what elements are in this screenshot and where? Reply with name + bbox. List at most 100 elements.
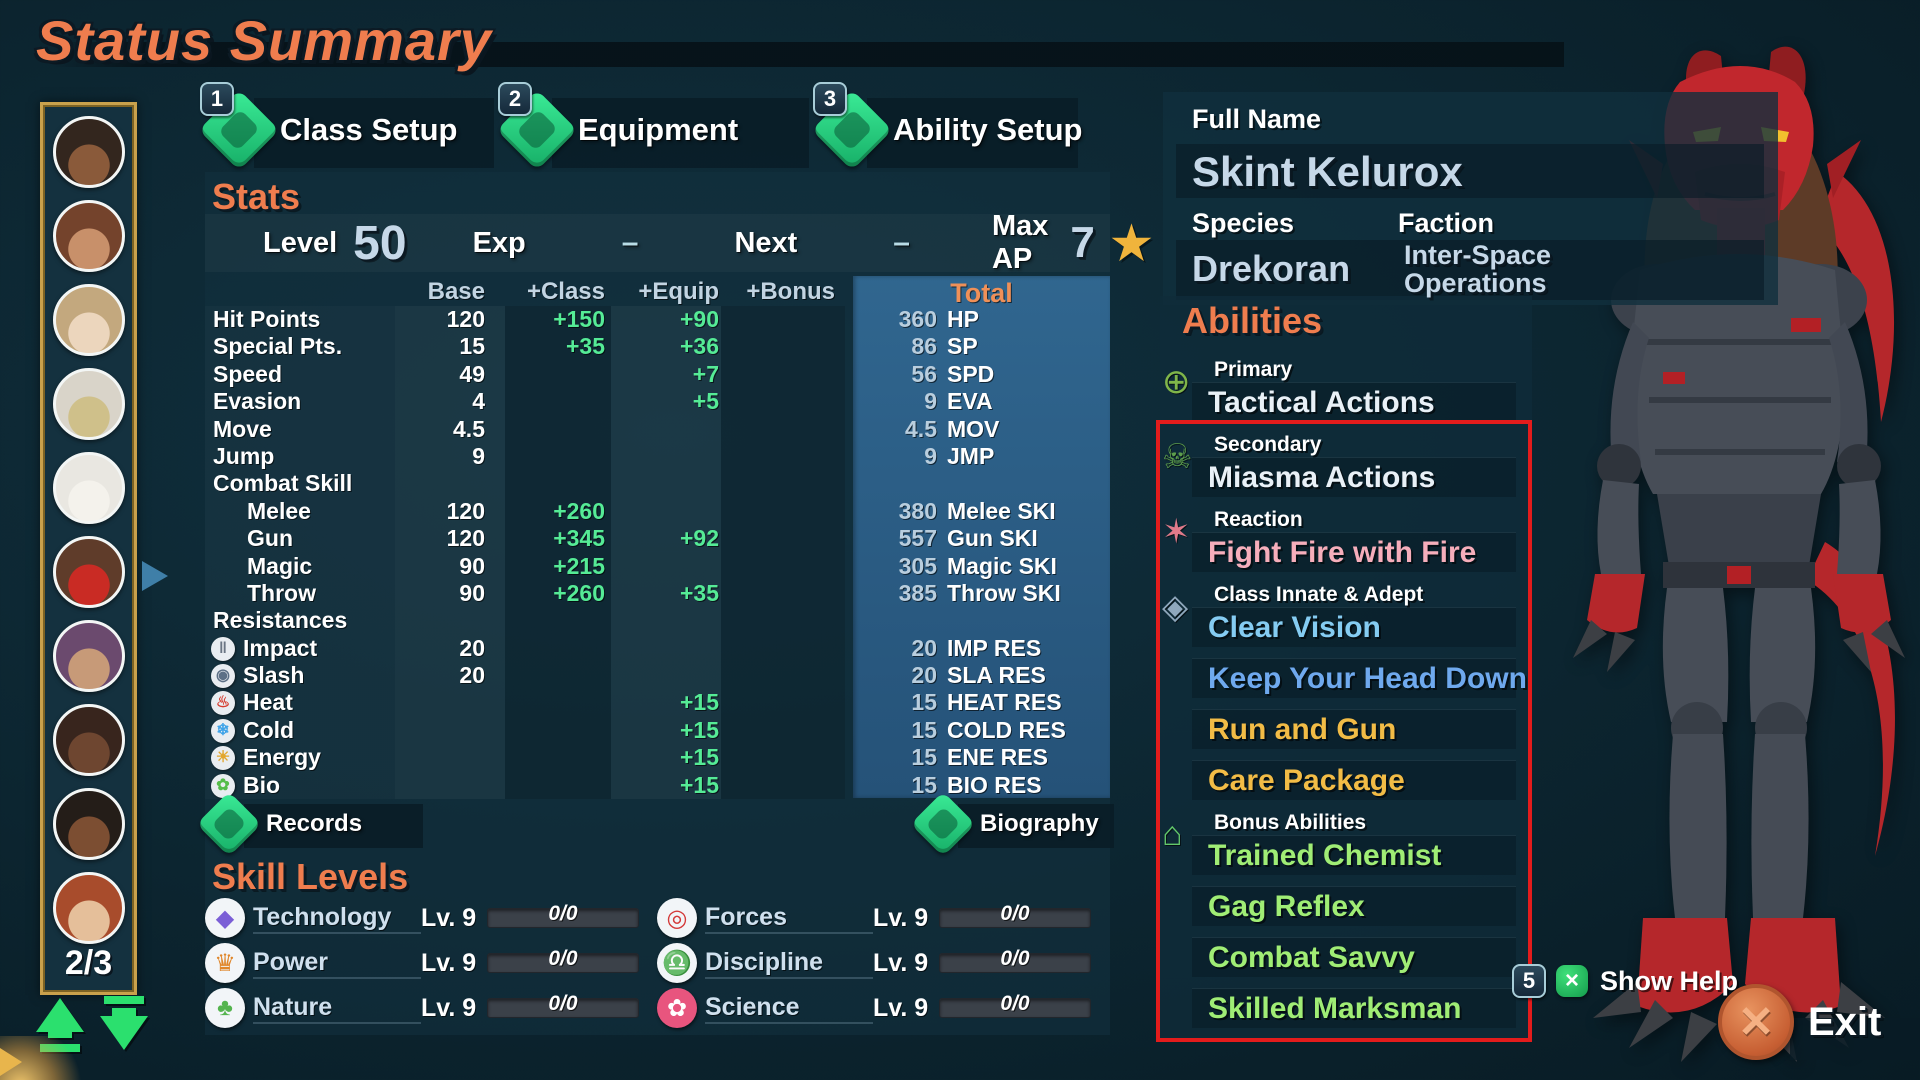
stat-row: Gun 120 +345 +92 557 Gun SKI — [205, 525, 1110, 552]
impact-res-icon: ‖ — [211, 636, 235, 661]
stat-base-value: 20 — [459, 634, 485, 661]
stat-total-value: 20 — [911, 662, 937, 689]
ability-item[interactable]: Skilled Marksman — [1192, 988, 1522, 1028]
ability-name: Tactical Actions — [1192, 382, 1516, 422]
party-portrait[interactable] — [52, 200, 125, 272]
title-underline-band — [52, 42, 1564, 67]
show-help-button[interactable]: 5 × Show Help — [1512, 964, 1738, 998]
nature-icon: ♣ — [205, 988, 245, 1028]
stat-label: Magic — [247, 552, 313, 579]
crosshair-icon: ⊕ — [1162, 363, 1191, 401]
stat-label: Resistances — [213, 607, 348, 634]
exit-label-strip — [1790, 1018, 1920, 1060]
ability-name: Keep Your Head Down — [1192, 658, 1527, 698]
ability-category-label: Class Innate & Adept — [1214, 583, 1424, 606]
stat-label: Impact — [243, 634, 318, 661]
party-portrait[interactable] — [52, 704, 125, 776]
stat-total-value: 557 — [898, 525, 937, 552]
stat-equip-value: +15 — [679, 771, 719, 798]
party-portrait[interactable] — [52, 620, 125, 692]
ability-name: Clear Vision — [1192, 607, 1516, 647]
skill-progress-bar: 0/0 — [939, 947, 1091, 973]
skill-row: ◎ Forces Lv. 9 0/0 — [657, 896, 1109, 940]
total-column-strip — [853, 276, 1110, 798]
party-scroll-down-arrow[interactable] — [96, 996, 152, 1054]
tab[interactable]: 2 Equipment — [496, 82, 813, 176]
bonus-abilities-icon: ⌂ — [1162, 815, 1183, 853]
faction-value-line1: Inter-Space — [1404, 240, 1552, 270]
ability-item[interactable]: Combat Savvy — [1192, 937, 1522, 977]
stat-row: Jump 9 9 JMP — [205, 443, 1110, 470]
tab-label: Class Setup — [280, 112, 458, 147]
stat-equip-value: +35 — [679, 579, 719, 606]
stat-label: Evasion — [213, 388, 302, 415]
stats-column-headers: Base +Class +Equip +Bonus Total — [205, 278, 1110, 308]
stat-base-value: 120 — [446, 525, 485, 552]
records-button[interactable]: Records — [196, 791, 423, 857]
next-label: Next — [734, 226, 798, 259]
exp-label: Exp — [472, 226, 526, 259]
stat-row: ❄ Cold +15 15 COLD RES — [205, 717, 1110, 744]
up-arrow-icon — [36, 998, 84, 1032]
energy-res-icon: ☀ — [211, 746, 235, 771]
stat-label: Slash — [243, 662, 305, 689]
stat-base-value: 49 — [459, 360, 485, 387]
level-bar: Level 50 Exp – Next – Max AP 7 ★ — [205, 210, 1152, 275]
tab-hotkey-badge: 1 — [200, 82, 234, 116]
party-portrait[interactable] — [52, 284, 125, 356]
skill-level: Lv. 9 — [873, 903, 929, 932]
tab[interactable]: 3 Ability Setup — [811, 82, 1083, 176]
ability-item[interactable]: Keep Your Head Down — [1192, 658, 1527, 698]
stat-total-unit: HP — [947, 306, 979, 332]
party-portrait[interactable] — [52, 536, 168, 608]
party-portrait[interactable] — [52, 116, 125, 188]
party-portrait[interactable] — [52, 788, 125, 860]
stat-total-value: 15 — [911, 689, 937, 716]
species-faction-strip — [1176, 240, 1764, 300]
show-help-label: Show Help — [1600, 965, 1739, 996]
species-value: Drekoran — [1192, 248, 1351, 289]
skill-level: Lv. 9 — [421, 948, 477, 977]
ability-item[interactable]: ⌂ Bonus Abilities Trained Chemist — [1162, 811, 1522, 875]
stat-total-unit: JMP — [947, 442, 995, 469]
col-class: +Class — [526, 278, 605, 305]
skill-name: Technology — [253, 903, 421, 934]
ability-category-label: Reaction — [1214, 508, 1303, 531]
ability-item[interactable]: Run and Gun — [1192, 709, 1522, 749]
party-portrait[interactable] — [52, 368, 125, 440]
ability-name: Skilled Marksman — [1192, 988, 1516, 1028]
tab[interactable]: 1 Class Setup — [198, 82, 498, 176]
skill-level: Lv. 9 — [421, 903, 477, 932]
stat-total-unit: SPD — [947, 360, 995, 387]
stat-total-value: 15 — [911, 744, 937, 771]
tab-label: Equipment — [578, 112, 739, 147]
skill-levels-header: Skill Levels — [212, 856, 409, 897]
ability-item[interactable]: Gag Reflex — [1192, 886, 1522, 926]
stat-label: Gun — [247, 525, 293, 552]
stat-total-value: 86 — [911, 333, 937, 360]
slash-res-icon: ◉ — [211, 664, 235, 689]
exit-button[interactable]: ✕ Exit — [1718, 984, 1920, 1060]
party-portrait[interactable] — [52, 452, 125, 524]
ability-item[interactable]: ◈ Class Innate & Adept Clear Vision — [1162, 583, 1522, 647]
ability-item[interactable]: Care Package — [1192, 760, 1522, 800]
skill-progress-bar: 0/0 — [939, 902, 1091, 928]
tab-label: Ability Setup — [893, 112, 1083, 147]
stat-equip-value: +92 — [679, 525, 719, 552]
stat-base-value: 120 — [446, 306, 485, 332]
ability-item[interactable]: ⊕ Primary Tactical Actions — [1162, 358, 1522, 422]
skill-row: ♣ Nature Lv. 9 0/0 — [205, 986, 657, 1030]
skill-progress-bar: 0/0 — [939, 992, 1091, 1018]
stat-total-unit: SP — [947, 333, 978, 360]
stat-label: Special Pts. — [213, 333, 343, 360]
technology-icon: ◆ — [205, 898, 245, 938]
stat-label: Speed — [213, 360, 283, 387]
skill-name: Science — [705, 993, 873, 1024]
party-portrait[interactable] — [52, 872, 125, 944]
ability-item[interactable]: ✶ Reaction Fight Fire with Fire — [1162, 508, 1522, 572]
biography-button[interactable]: Biography — [910, 791, 1114, 857]
ability-item[interactable]: ☠ Secondary Miasma Actions — [1162, 433, 1522, 497]
stat-total-value: 15 — [911, 716, 937, 743]
faction-value-line2: Operations — [1404, 268, 1547, 298]
xbox-icon: × — [1556, 965, 1588, 997]
